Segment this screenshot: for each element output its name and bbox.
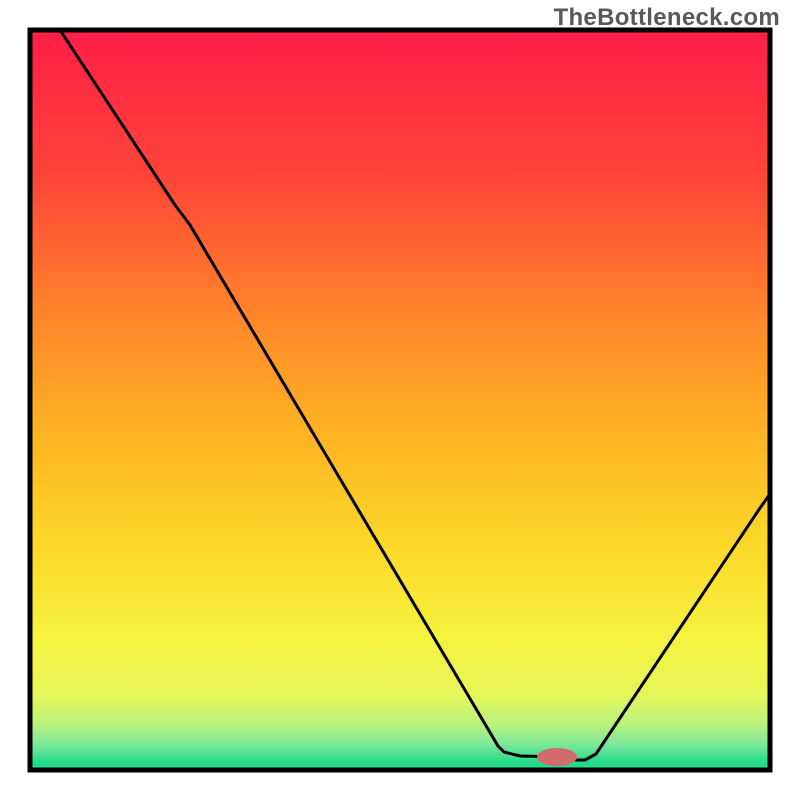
- chart-svg: [0, 0, 800, 800]
- bottleneck-chart: TheBottleneck.com: [0, 0, 800, 800]
- optimal-marker: [537, 748, 577, 766]
